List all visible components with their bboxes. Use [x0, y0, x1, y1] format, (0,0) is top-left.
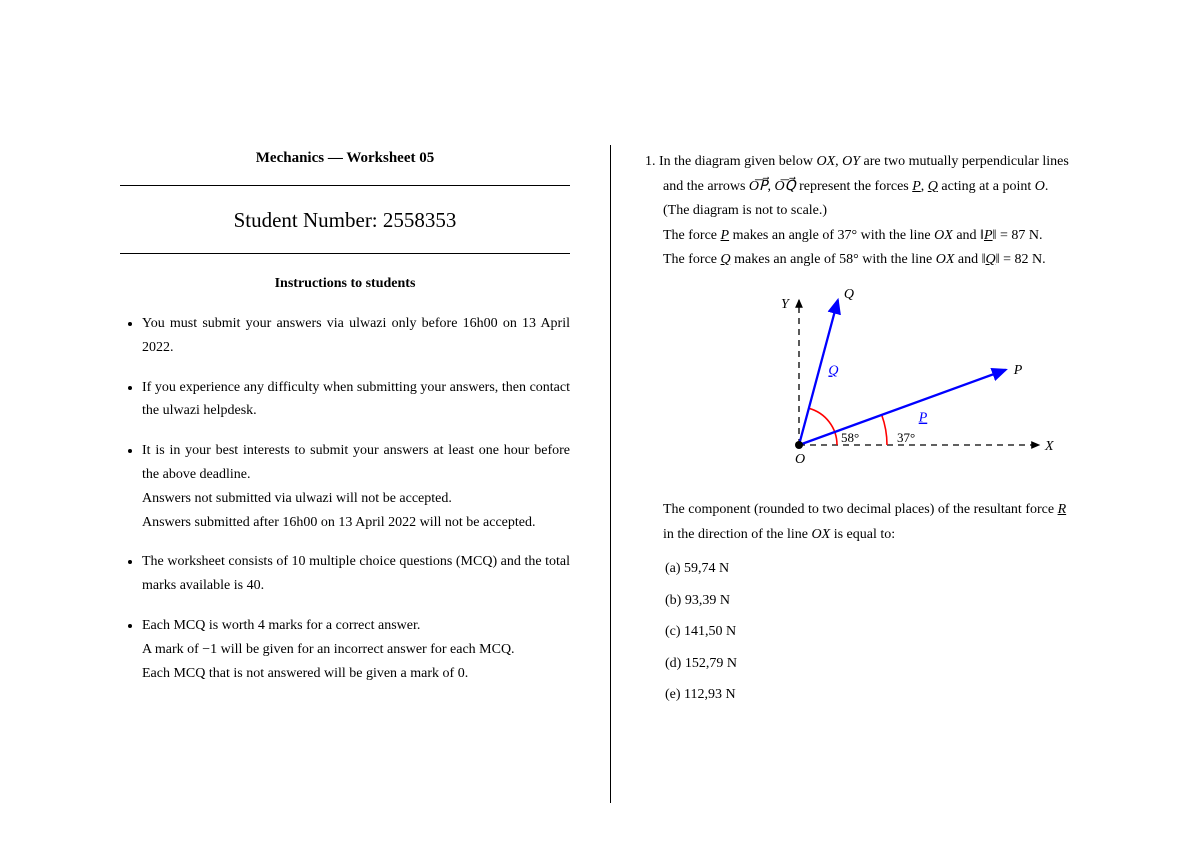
student-number: Student Number: 2558353	[120, 208, 570, 233]
q-text: The force	[663, 252, 721, 267]
bullet-text: It is in your best interests to submit y…	[142, 443, 570, 529]
answer-option: (d) 152,79 N	[665, 652, 1145, 677]
answer-option: (a) 59,74 N	[665, 557, 1145, 582]
instructions-heading: Instructions to students	[120, 276, 570, 292]
list-item: You must submit your answers via ulwazi …	[142, 312, 570, 360]
sym-OX: OX	[936, 252, 955, 267]
q-text: and the arrows	[663, 179, 749, 194]
right-column: 1. In the diagram given below OX, OY are…	[610, 0, 1200, 848]
sym-OX: OX	[934, 228, 953, 243]
answer-list: (a) 59,74 N (b) 93,39 N (c) 141,50 N (d)…	[645, 557, 1145, 708]
list-item: Each MCQ is worth 4 marks for a correct …	[142, 614, 570, 685]
svg-text:Q: Q	[844, 287, 854, 302]
svg-text:X: X	[1044, 439, 1054, 454]
svg-text:58°: 58°	[841, 430, 859, 445]
q-text: In the diagram given below	[659, 154, 816, 169]
sym-OX: OX	[812, 527, 831, 542]
question-1: 1. In the diagram given below OX, OY are…	[645, 150, 1145, 708]
page: Mechanics — Worksheet 05 Student Number:…	[0, 0, 1200, 848]
sym-Q: Q	[986, 252, 996, 267]
q-resultant-line: The component (rounded to two decimal pl…	[645, 498, 1145, 547]
q-text: acting at a point	[938, 179, 1035, 194]
q-text: The force	[663, 228, 721, 243]
svg-text:37°: 37°	[897, 430, 915, 445]
q-line: and the arrows O͞P⃗, O͞Q⃗ represent the …	[645, 175, 1145, 200]
sym-O: O	[1035, 179, 1045, 194]
sym-OY: OY	[842, 154, 860, 169]
sym-OX: OX	[816, 154, 835, 169]
list-item: The worksheet consists of 10 multiple ch…	[142, 550, 570, 598]
bullet-text: The worksheet consists of 10 multiple ch…	[142, 554, 570, 593]
q-text: = 82 N.	[1000, 252, 1046, 267]
question-number: 1.	[645, 154, 656, 169]
sym-P: P	[912, 179, 921, 194]
rule-top	[120, 185, 570, 186]
sym-Q: Q	[928, 179, 938, 194]
q-line: (The diagram is not to scale.)	[645, 199, 1145, 224]
rule-bottom	[120, 253, 570, 254]
bullet-text: You must submit your answers via ulwazi …	[142, 316, 570, 355]
bullet-text: Each MCQ is worth 4 marks for a correct …	[142, 618, 515, 681]
sym-OPvec: O͞P⃗	[749, 179, 768, 194]
left-column: Mechanics — Worksheet 05 Student Number:…	[0, 0, 610, 848]
q-text: (The diagram is not to scale.)	[663, 203, 827, 218]
svg-text:Y: Y	[781, 297, 791, 312]
list-item: If you experience any difficulty when su…	[142, 376, 570, 424]
svg-text:Q: Q	[828, 363, 838, 378]
q-line: The force P makes an angle of 37° with t…	[645, 224, 1145, 249]
q-text: and	[954, 252, 981, 267]
q-text: = 87 N.	[996, 228, 1042, 243]
sym-Q: Q	[721, 252, 731, 267]
q-text: and	[953, 228, 980, 243]
answer-option: (e) 112,93 N	[665, 683, 1145, 708]
instructions-list: You must submit your answers via ulwazi …	[120, 312, 570, 685]
q-line: The force Q makes an angle of 58° with t…	[645, 248, 1145, 273]
force-diagram: O X Y P Q P Q 58° 37°	[721, 285, 1069, 485]
svg-text:O: O	[795, 452, 805, 467]
q-text: makes an angle of 37° with the line	[729, 228, 934, 243]
sym-P: P	[984, 228, 993, 243]
q-text: makes an angle of 58° with the line	[731, 252, 936, 267]
q-text: in the direction of the line	[663, 527, 812, 542]
q-text: is equal to:	[830, 527, 895, 542]
bullet-text: If you experience any difficulty when su…	[142, 380, 570, 419]
q-text: represent the forces	[796, 179, 913, 194]
svg-text:P: P	[918, 410, 928, 425]
diagram-svg: O X Y P Q P Q 58° 37°	[739, 285, 1069, 475]
worksheet-title: Mechanics — Worksheet 05	[120, 150, 570, 167]
q-text: are two mutually perpendicular lines	[860, 154, 1069, 169]
sym-OQvec: O͞Q⃗	[774, 179, 795, 194]
list-item: It is in your best interests to submit y…	[142, 439, 570, 534]
answer-option: (c) 141,50 N	[665, 620, 1145, 645]
sym-P: P	[721, 228, 730, 243]
svg-text:P: P	[1013, 362, 1023, 377]
sym-R: R	[1058, 502, 1067, 517]
answer-option: (b) 93,39 N	[665, 589, 1145, 614]
q-text: The component (rounded to two decimal pl…	[663, 502, 1058, 517]
